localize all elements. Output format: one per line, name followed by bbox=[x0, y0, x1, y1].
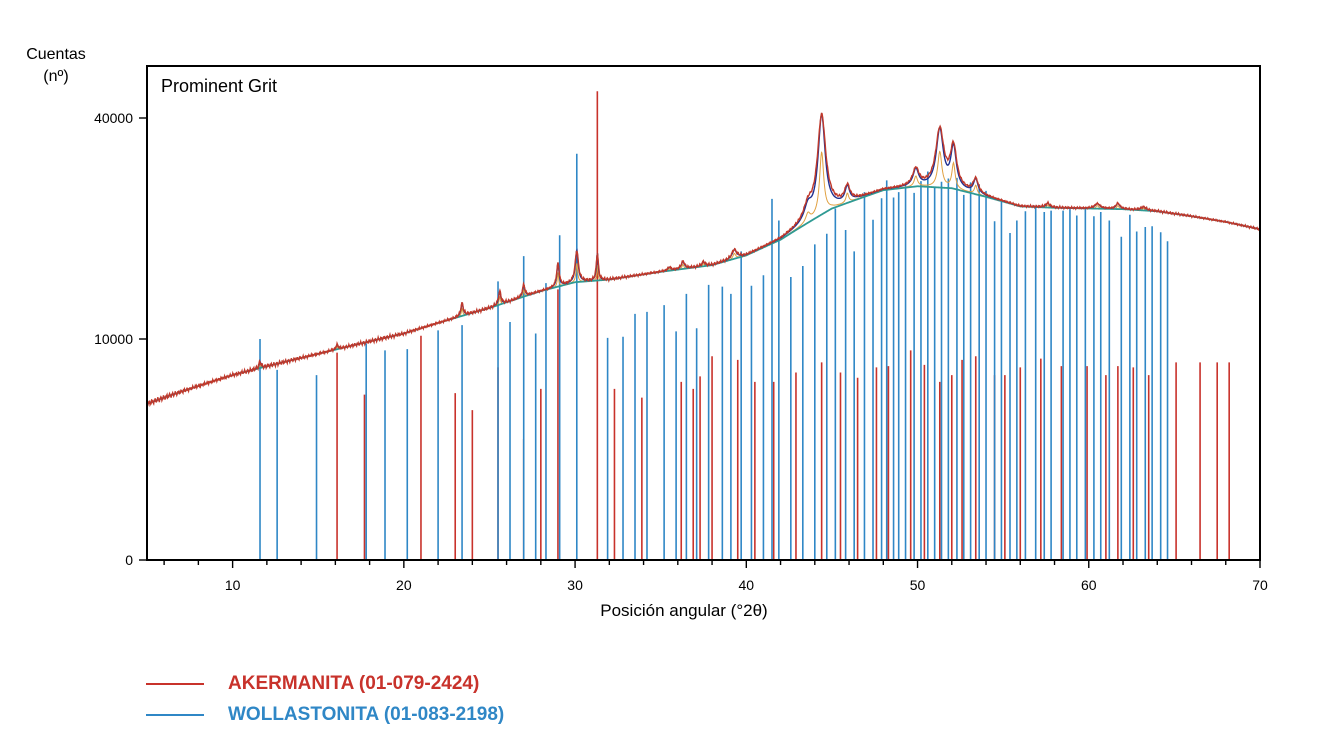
chart-title: Prominent Grit bbox=[161, 76, 277, 96]
x-tick-label: 70 bbox=[1252, 577, 1268, 593]
x-tick-label: 10 bbox=[225, 577, 241, 593]
reference-sticks-layer bbox=[259, 91, 1230, 560]
y-axis-label-line1: Cuentas bbox=[26, 46, 86, 63]
legend-item-akermanita: AKERMANITA (01-079-2424) bbox=[146, 672, 479, 696]
legend-swatch-akermanita bbox=[146, 683, 204, 685]
x-tick-label: 40 bbox=[739, 577, 755, 593]
y-tick-label: 10000 bbox=[94, 331, 133, 347]
x-tick-label: 50 bbox=[910, 577, 926, 593]
difference-curve bbox=[146, 150, 1260, 405]
background-curve bbox=[146, 185, 1260, 405]
y-axis-ticks: 0 10000 40000 bbox=[94, 110, 147, 568]
observed-pattern-curve bbox=[146, 112, 1260, 408]
y-axis-label: Cuentas (nº) bbox=[14, 44, 98, 88]
y-tick-label: 0 bbox=[125, 552, 133, 568]
x-tick-label: 20 bbox=[396, 577, 412, 593]
y-axis-label-line2: (nº) bbox=[43, 68, 69, 85]
legend-swatch-wollastonita bbox=[146, 714, 204, 716]
plot-frame bbox=[146, 65, 1261, 561]
y-tick-label: 40000 bbox=[94, 110, 133, 126]
pattern-curves-layer bbox=[146, 112, 1260, 408]
x-tick-label: 30 bbox=[567, 577, 583, 593]
legend-item-wollastonita: WOLLASTONITA (01-083-2198) bbox=[146, 703, 504, 727]
x-axis-label: Posición angular (°2θ) bbox=[600, 601, 767, 620]
legend-label-wollastonita: WOLLASTONITA (01-083-2198) bbox=[228, 704, 505, 725]
x-tick-label: 60 bbox=[1081, 577, 1097, 593]
fitted-profile-curve bbox=[146, 113, 1260, 405]
legend-label-akermanita: AKERMANITA (01-079-2424) bbox=[228, 673, 480, 694]
x-axis-ticks: 10 20 30 40 50 60 70 bbox=[163, 560, 1268, 593]
